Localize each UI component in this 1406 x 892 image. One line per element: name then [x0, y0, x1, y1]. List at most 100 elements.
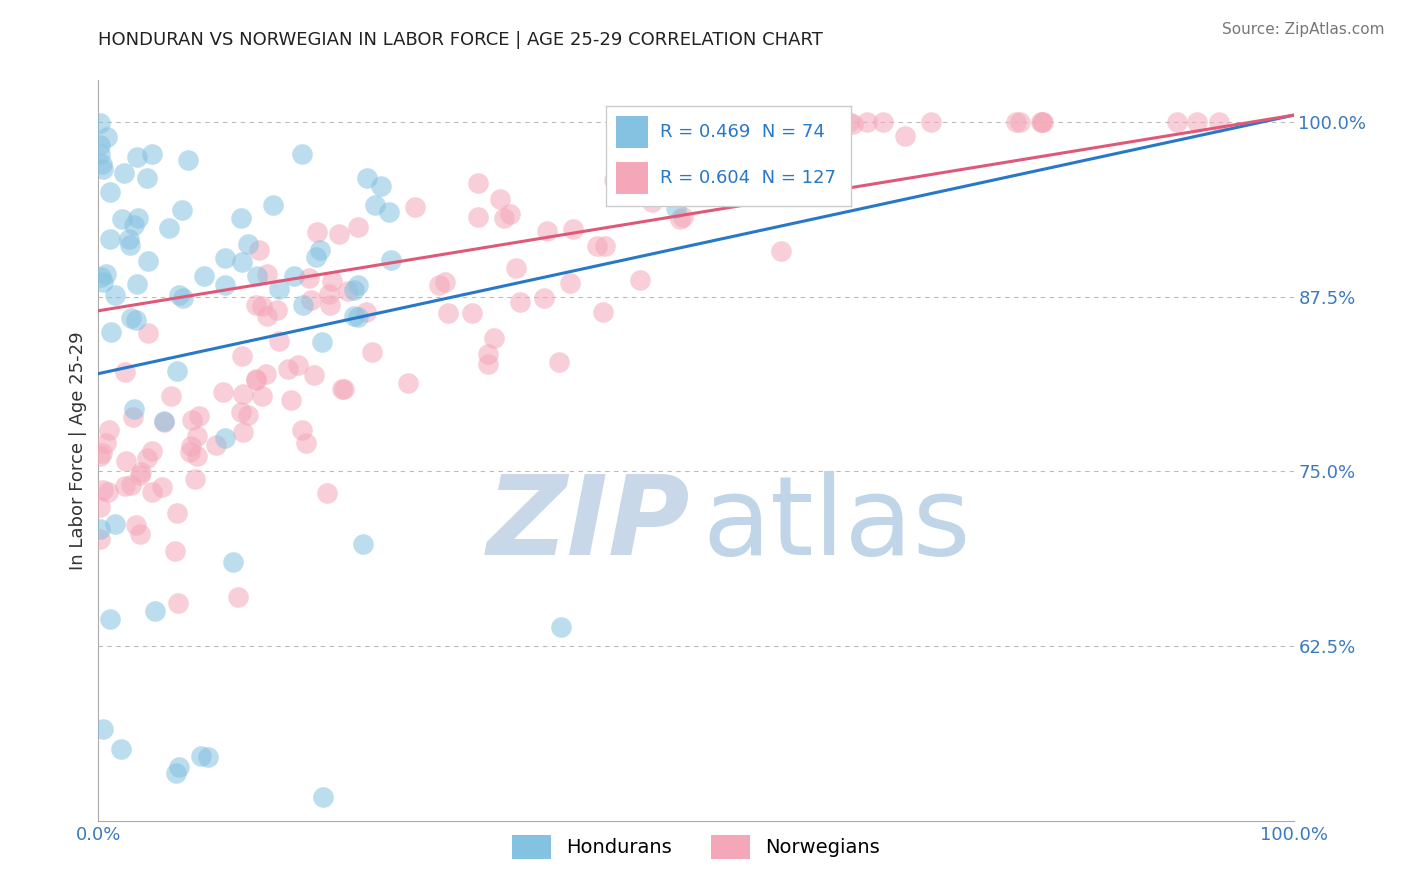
Point: [269, 334, 291, 348]
Point: [186, 429, 208, 443]
Point: [641, 195, 664, 210]
Point: [277, 362, 299, 376]
Point: [187, 409, 209, 423]
Point: [89, 450, 111, 464]
Point: [122, 218, 145, 232]
Point: [226, 590, 249, 604]
Point: [548, 355, 571, 369]
Point: [404, 200, 426, 214]
Point: [256, 267, 278, 281]
Point: [115, 454, 138, 468]
Point: [347, 310, 370, 324]
Point: [160, 389, 183, 403]
Point: [231, 405, 253, 419]
Point: [1029, 115, 1052, 129]
Point: [1185, 115, 1208, 129]
Point: [236, 409, 259, 423]
Point: [98, 611, 121, 625]
Point: [311, 334, 333, 349]
Point: [122, 410, 145, 425]
Point: [786, 115, 808, 129]
Point: [179, 439, 201, 453]
Point: [143, 604, 166, 618]
Point: [477, 347, 499, 361]
Point: [125, 150, 148, 164]
Point: [665, 174, 688, 188]
Point: [245, 373, 267, 387]
Point: [91, 161, 114, 176]
Point: [114, 479, 136, 493]
Point: [828, 115, 851, 129]
Point: [332, 382, 354, 396]
Point: [343, 283, 366, 297]
Point: [673, 136, 696, 150]
Point: [184, 472, 207, 486]
Point: [165, 766, 187, 780]
Point: [354, 304, 377, 318]
Point: [396, 376, 419, 390]
Point: [167, 760, 190, 774]
Point: [644, 173, 666, 187]
Point: [211, 384, 233, 399]
Point: [872, 115, 894, 129]
Point: [166, 506, 188, 520]
Point: [247, 244, 270, 258]
Point: [136, 171, 159, 186]
Point: [193, 269, 215, 284]
Point: [266, 303, 288, 318]
Point: [536, 224, 558, 238]
Point: [91, 722, 114, 736]
Point: [89, 116, 111, 130]
Point: [328, 227, 350, 242]
Point: [1031, 115, 1053, 129]
Point: [461, 305, 484, 319]
Point: [318, 287, 340, 301]
Point: [550, 620, 572, 634]
Point: [855, 115, 877, 129]
Point: [100, 325, 122, 339]
Point: [347, 219, 370, 234]
Point: [231, 211, 253, 226]
Point: [98, 423, 121, 437]
Text: Source: ZipAtlas.com: Source: ZipAtlas.com: [1222, 22, 1385, 37]
Point: [214, 431, 236, 445]
Point: [100, 186, 122, 200]
Point: [110, 742, 132, 756]
Point: [94, 267, 117, 281]
Point: [141, 444, 163, 458]
Point: [769, 244, 792, 258]
Point: [93, 483, 115, 497]
Point: [672, 157, 695, 171]
Point: [499, 207, 522, 221]
Point: [231, 254, 253, 268]
Point: [254, 367, 277, 381]
Point: [222, 555, 245, 569]
Point: [186, 450, 208, 464]
Point: [509, 294, 531, 309]
Point: [437, 306, 460, 320]
Point: [91, 276, 114, 290]
Point: [129, 468, 152, 483]
Point: [214, 278, 236, 293]
Point: [558, 276, 581, 290]
Point: [127, 211, 149, 225]
Point: [172, 291, 194, 305]
Point: [91, 446, 114, 460]
Point: [104, 516, 127, 531]
Point: [364, 197, 387, 211]
Point: [89, 137, 111, 152]
Point: [1008, 115, 1031, 129]
Point: [1166, 115, 1188, 129]
Point: [308, 243, 330, 257]
Point: [96, 130, 118, 145]
Text: ZIP: ZIP: [486, 471, 690, 578]
Point: [1208, 115, 1230, 129]
Point: [603, 173, 626, 187]
Text: atlas: atlas: [702, 471, 970, 578]
Point: [89, 533, 111, 547]
Point: [315, 486, 337, 500]
Point: [190, 748, 212, 763]
Point: [585, 238, 607, 252]
Point: [89, 523, 111, 537]
Point: [378, 204, 401, 219]
